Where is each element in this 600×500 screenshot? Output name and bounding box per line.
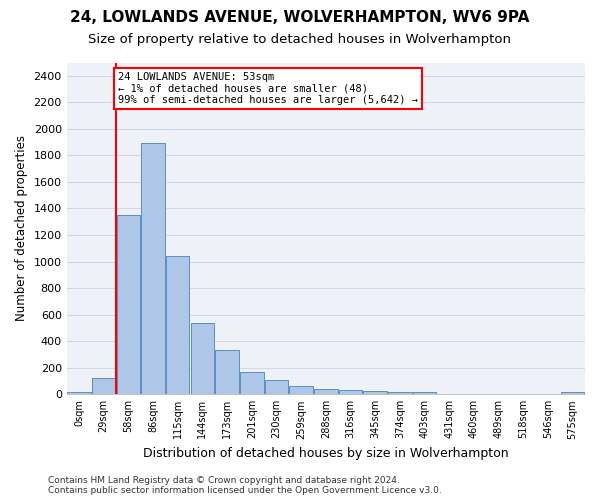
Bar [388, 392, 412, 394]
Y-axis label: Number of detached properties: Number of detached properties [15, 136, 28, 322]
Bar [116, 215, 140, 394]
Bar [289, 386, 313, 394]
Text: 24 LOWLANDS AVENUE: 53sqm
← 1% of detached houses are smaller (48)
99% of semi-d: 24 LOWLANDS AVENUE: 53sqm ← 1% of detach… [118, 72, 418, 105]
Text: Contains HM Land Registry data © Crown copyright and database right 2024.
Contai: Contains HM Land Registry data © Crown c… [48, 476, 442, 495]
Bar [240, 372, 263, 394]
Bar [561, 392, 584, 394]
Text: 24, LOWLANDS AVENUE, WOLVERHAMPTON, WV6 9PA: 24, LOWLANDS AVENUE, WOLVERHAMPTON, WV6 … [70, 10, 530, 25]
Bar [339, 390, 362, 394]
Bar [314, 389, 338, 394]
Bar [67, 392, 91, 394]
X-axis label: Distribution of detached houses by size in Wolverhampton: Distribution of detached houses by size … [143, 447, 509, 460]
Bar [265, 380, 288, 394]
Bar [92, 378, 115, 394]
Bar [166, 256, 190, 394]
Bar [191, 322, 214, 394]
Bar [413, 392, 436, 394]
Bar [215, 350, 239, 395]
Bar [142, 144, 165, 394]
Text: Size of property relative to detached houses in Wolverhampton: Size of property relative to detached ho… [89, 32, 511, 46]
Bar [364, 391, 387, 394]
